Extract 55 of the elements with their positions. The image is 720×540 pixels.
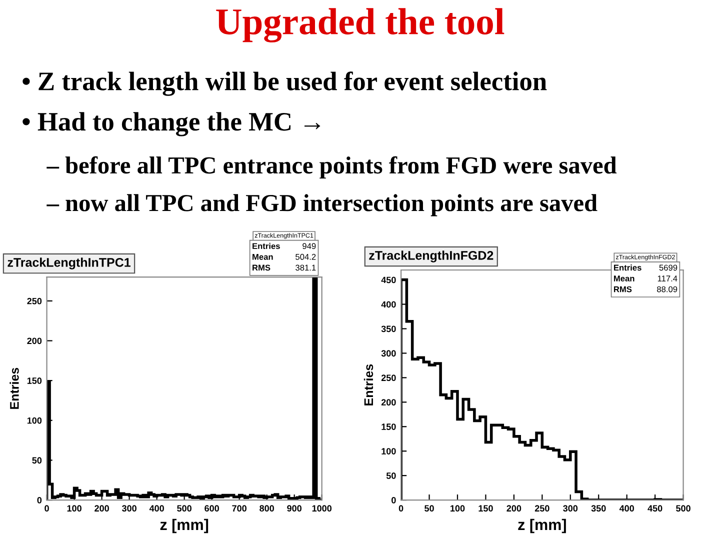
x-tick-label: 450 [648, 505, 662, 512]
y-tick-label: 250 [27, 298, 42, 304]
y-tick-label: 100 [27, 417, 42, 424]
y-tick-label: 150 [382, 424, 396, 430]
x-tick-label: 200 [94, 505, 109, 512]
x-tick-label: 600 [204, 505, 219, 512]
y-tick-label: 300 [381, 350, 396, 357]
text: RMS 88.09 [614, 286, 678, 292]
text: – now all TPC and FGD intersection points are saved [46, 194, 598, 216]
y-tick-label: 0 [37, 497, 42, 504]
x-tick-label: 800 [260, 505, 274, 512]
text: Mean 117.4 [614, 276, 678, 282]
y-tick-label: 50 [32, 457, 42, 464]
x-axis-title: z [mm] [160, 518, 208, 534]
y-tick-label: 250 [381, 374, 396, 382]
x-tick-label: 150 [478, 505, 493, 512]
x-tick-label: 500 [676, 505, 690, 512]
x-tick-label: 300 [122, 505, 136, 512]
text: • Z track length will be used for event selection [22, 71, 547, 96]
y-tick-label: 0 [392, 497, 396, 504]
x-tick-label: 500 [177, 505, 192, 512]
x-tick-label: 0 [44, 505, 49, 512]
x-axis-title: z [mm] [518, 518, 566, 534]
x-tick-label: 400 [149, 505, 164, 512]
text: Mean 504.2 [252, 254, 316, 260]
y-tick-label: 450 [381, 276, 396, 284]
text: – before all TPC entrance points from FGD were saved [46, 156, 617, 179]
x-tick-label: 300 [563, 505, 578, 512]
text: Entries 949 [252, 242, 316, 250]
x-tick-label: 100 [67, 505, 82, 512]
x-tick-label: 100 [450, 505, 465, 512]
y-tick-label: 150 [27, 378, 42, 384]
x-tick-label: 250 [534, 505, 550, 512]
y-axis-title: Entries [10, 368, 19, 409]
x-tick-label: 200 [506, 505, 522, 512]
y-tick-label: 400 [381, 301, 396, 308]
y-tick-label: 200 [381, 399, 396, 406]
x-tick-label: 50 [424, 505, 434, 512]
text: Upgraded the tool [216, 8, 504, 42]
y-tick-label: 200 [27, 338, 42, 344]
chart-title: zTrackLengthInTPC1 [8, 258, 130, 270]
text: Entries 5699 [614, 264, 678, 271]
x-tick-label: 900 [287, 505, 302, 512]
text: RMS 381.1 [252, 264, 316, 271]
x-tick-label: 1000 [312, 505, 332, 512]
x-tick-label: 700 [232, 505, 246, 512]
text: • Had to change the MC → [22, 112, 320, 136]
x-tick-label: 400 [619, 505, 634, 512]
x-tick-label: 0 [398, 505, 404, 512]
y-tick-label: 100 [382, 448, 396, 454]
y-tick-label: 350 [381, 326, 396, 332]
y-axis-title: Entries [364, 364, 374, 406]
x-tick-label: 350 [591, 505, 606, 512]
y-tick-label: 50 [386, 472, 396, 479]
chart-title: zTrackLengthInFGD2 [369, 250, 494, 262]
